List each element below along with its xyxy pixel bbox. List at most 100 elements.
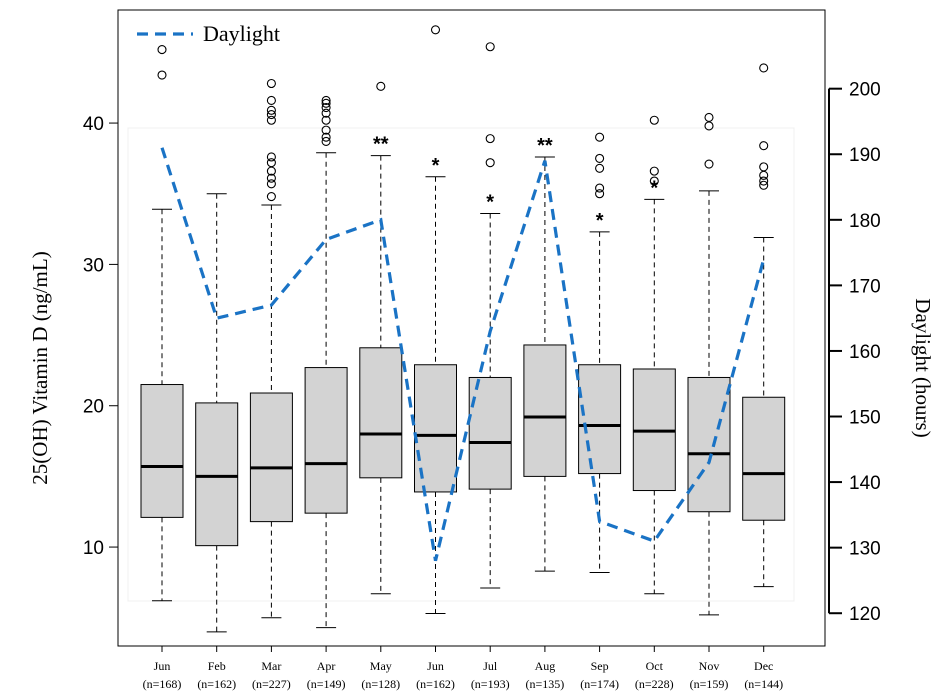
outlier-point (266, 179, 276, 189)
box-iqr (304, 367, 348, 514)
y2-axis-title: Daylight (hours) (911, 298, 932, 437)
y2-tick-label: 170 (849, 276, 881, 297)
y-tick-label: 20 (83, 397, 104, 418)
box-iqr (468, 376, 512, 490)
x-tick-label-n: (n=149) (307, 677, 346, 691)
outlier-point (266, 78, 276, 89)
outlier-point (321, 95, 331, 106)
box-group-8: ** (523, 135, 567, 572)
outlier-point (321, 136, 331, 146)
significance-marker: ** (537, 135, 553, 157)
y2-tick-label: 140 (849, 473, 881, 494)
significance-marker: * (650, 177, 658, 199)
outlier-point (266, 115, 276, 125)
significance-marker: ** (373, 134, 389, 156)
outlier-point (759, 176, 769, 186)
y-axis-left: 10 20 30 40 (83, 114, 118, 559)
outlier-point (266, 110, 276, 120)
box-group-6: * (414, 25, 457, 614)
box-iqr (359, 347, 403, 479)
box-iqr (742, 396, 786, 521)
x-tick-label-n: (n=168) (143, 677, 182, 691)
outlier-point (266, 95, 276, 106)
x-axis: Jun (n=168) Feb (n=162) Mar (n=227) Apr (n=149)… (143, 646, 783, 691)
outlier-point (321, 125, 331, 135)
outlier-point (321, 132, 331, 142)
x-tick-label-month: Oct (646, 659, 664, 673)
outlier-point (266, 152, 276, 162)
y-tick-label: 10 (83, 538, 104, 559)
outlier-point (321, 102, 331, 113)
outlier-point (759, 170, 769, 180)
y2-tick-label: 160 (849, 342, 881, 363)
outlier-point (759, 180, 769, 190)
outlier-point (266, 105, 276, 115)
outlier-point (704, 159, 714, 169)
outlier-point (649, 115, 659, 125)
outlier-point (485, 158, 495, 168)
box-group-10: * (632, 115, 676, 595)
legend: Daylight (137, 21, 280, 46)
box-group-9: * (578, 132, 622, 574)
box-group-7: * (468, 42, 512, 589)
x-tick-label-month: Nov (699, 659, 720, 673)
outlier-point (321, 108, 331, 118)
y2-tick-label: 190 (849, 145, 881, 166)
y-axis-title: 25(OH) Vitamin D (ng/mL) (28, 251, 52, 484)
outlier-point (321, 98, 331, 108)
outlier-point (595, 189, 605, 199)
y-tick-label: 30 (83, 255, 104, 276)
box-group-5: ** (359, 81, 403, 595)
box-group-1 (140, 45, 184, 602)
outlier-point (704, 112, 714, 122)
outlier-point (376, 81, 386, 91)
x-tick-label-month: May (370, 659, 392, 673)
box-group-11 (687, 112, 731, 616)
box-group-4 (304, 95, 348, 629)
significance-marker: * (432, 155, 440, 177)
box-group-3 (249, 78, 293, 619)
box-iqr (249, 392, 293, 523)
x-tick-label-n: (n=159) (690, 677, 729, 691)
outlier-point (321, 115, 331, 125)
x-tick-label-n: (n=128) (361, 677, 400, 691)
y-tick-label: 40 (83, 114, 104, 135)
box-group-2 (195, 193, 239, 633)
outlier-point (485, 42, 495, 52)
y-axis-right: 120 130 140 150 160 170 180 190 200 (828, 80, 881, 625)
significance-marker: * (486, 192, 494, 214)
x-tick-label-n: (n=135) (526, 677, 565, 691)
x-tick-label-n: (n=227) (252, 677, 291, 691)
outlier-point (704, 121, 714, 131)
outlier-point (266, 192, 276, 202)
x-tick-label-month: Sep (591, 659, 609, 673)
y2-tick-label: 200 (849, 80, 881, 101)
outlier-point (266, 158, 276, 168)
outlier-point (266, 173, 276, 183)
outlier-point (595, 163, 605, 173)
x-tick-label-month: Apr (317, 659, 336, 673)
x-tick-label-month: Mar (261, 659, 281, 673)
x-tick-label-n: (n=144) (744, 677, 783, 691)
significance-marker: * (596, 210, 604, 232)
x-tick-label-month: Aug (535, 659, 556, 673)
outlier-point (430, 25, 441, 35)
outlier-point (595, 132, 605, 142)
daylight-line (160, 147, 766, 562)
x-tick-label-n: (n=193) (471, 677, 510, 691)
x-tick-label-month: Jun (427, 659, 444, 673)
x-tick-label-n: (n=174) (580, 677, 619, 691)
outlier-point (157, 45, 167, 55)
box-iqr (687, 376, 731, 513)
outlier-point (649, 176, 659, 186)
box-iqr (195, 402, 239, 547)
outlier-point (649, 166, 659, 176)
x-tick-label-n: (n=162) (416, 677, 455, 691)
outlier-point (759, 63, 769, 73)
outlier-point (595, 153, 605, 163)
box-iqr (140, 384, 184, 518)
outlier-point (595, 183, 605, 193)
x-tick-label-n: (n=228) (635, 677, 674, 691)
box-iqr (523, 344, 567, 477)
legend-daylight-label: Daylight (203, 21, 280, 46)
